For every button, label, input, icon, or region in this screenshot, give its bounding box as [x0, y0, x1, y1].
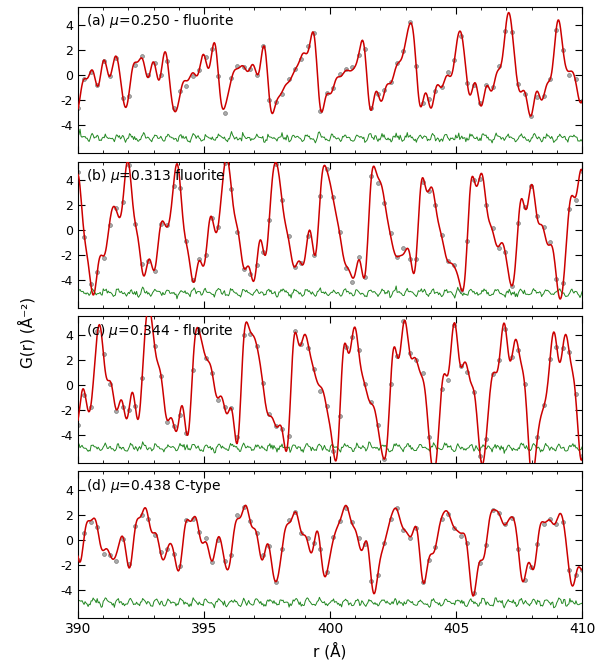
Text: (a) $\mu$=0.250 - fluorite: (a) $\mu$=0.250 - fluorite	[86, 13, 233, 31]
Text: G(r) (Å⁻²): G(r) (Å⁻²)	[18, 296, 35, 368]
X-axis label: r (Å): r (Å)	[313, 642, 347, 659]
Text: (c) $\mu$=0.344 - fluorite: (c) $\mu$=0.344 - fluorite	[86, 322, 233, 341]
Text: (b) $\mu$=0.313 fluorite: (b) $\mu$=0.313 fluorite	[86, 167, 225, 185]
Text: (d) $\mu$=0.438 C-type: (d) $\mu$=0.438 C-type	[86, 477, 221, 495]
